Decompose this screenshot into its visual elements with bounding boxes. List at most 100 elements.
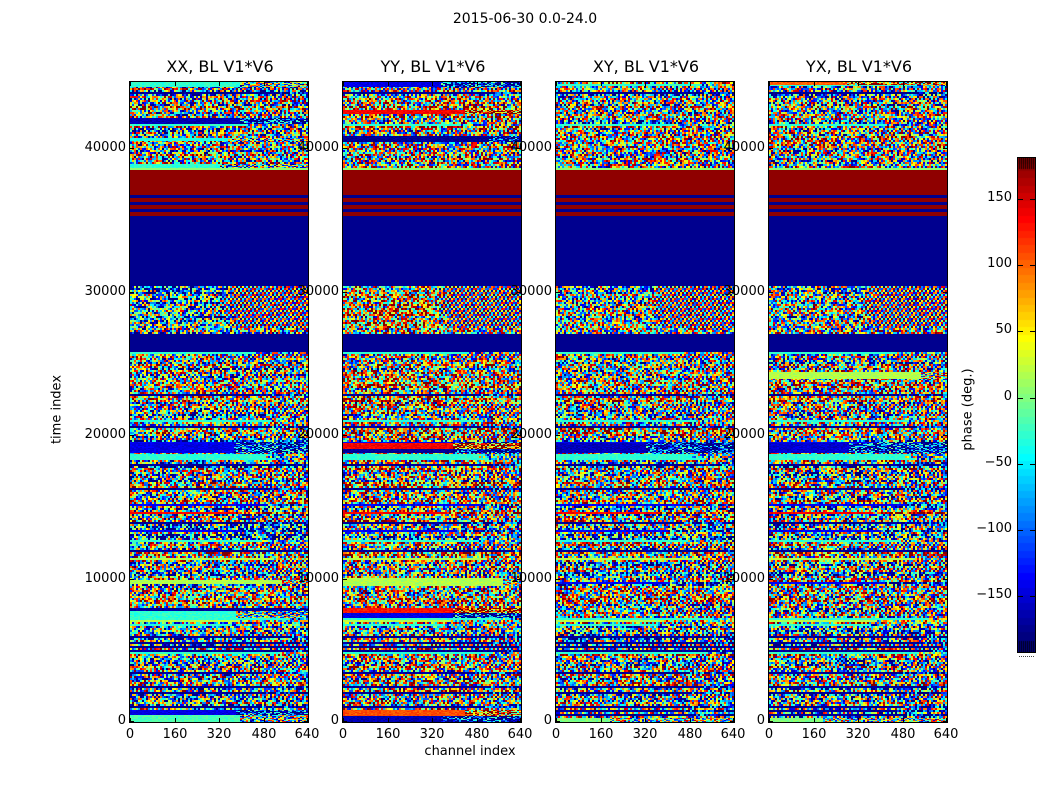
x-tick-label: 320 xyxy=(845,727,871,742)
colorbar-tick-mark xyxy=(1030,464,1035,465)
x-axis-label: channel index xyxy=(424,744,516,759)
x-tick-mark xyxy=(556,718,557,722)
colorbar-gradient xyxy=(1018,158,1035,652)
y-tick-mark xyxy=(943,292,947,293)
x-tick-mark xyxy=(175,82,176,86)
panel-title-yx: YX, BL V1*V6 xyxy=(805,57,913,76)
y-tick-mark xyxy=(304,292,308,293)
figure-title: 2015-06-30 0.0-24.0 xyxy=(452,11,598,27)
x-tick-mark xyxy=(769,718,770,722)
y-tick-label: 20000 xyxy=(297,427,339,442)
y-tick-mark xyxy=(343,435,347,436)
colorbar-tick-mark xyxy=(1030,596,1035,597)
x-tick-label: 640 xyxy=(294,727,320,742)
x-tick-label: 480 xyxy=(464,727,490,742)
y-tick-mark xyxy=(130,292,134,293)
x-tick-mark xyxy=(130,82,131,86)
y-tick-mark xyxy=(943,721,947,722)
x-tick-mark xyxy=(175,718,176,722)
y-tick-mark xyxy=(130,579,134,580)
y-tick-label: 20000 xyxy=(84,427,126,442)
colorbar-tick-label: 50 xyxy=(995,322,1012,337)
x-tick-label: 160 xyxy=(162,727,188,742)
x-tick-mark xyxy=(645,82,646,86)
x-tick-mark xyxy=(264,82,265,86)
colorbar-tick-label: −150 xyxy=(976,587,1012,602)
y-tick-label: 30000 xyxy=(723,284,765,299)
colorbar-tick-label: −50 xyxy=(984,455,1012,470)
colorbar-tick-label: 0 xyxy=(1003,389,1012,404)
y-tick-label: 0 xyxy=(330,713,339,728)
x-tick-mark xyxy=(264,718,265,722)
y-tick-mark xyxy=(730,721,734,722)
y-tick-mark xyxy=(517,721,521,722)
x-tick-mark xyxy=(388,82,389,86)
x-tick-mark xyxy=(388,718,389,722)
y-tick-mark xyxy=(517,148,521,149)
x-tick-label: 160 xyxy=(588,727,614,742)
x-tick-mark xyxy=(858,718,859,722)
y-tick-mark xyxy=(556,435,560,436)
heatmap-canvas-yx xyxy=(769,82,947,722)
x-tick-mark xyxy=(903,718,904,722)
heatmap-canvas-xy xyxy=(556,82,734,722)
y-tick-mark xyxy=(304,721,308,722)
y-tick-mark xyxy=(343,721,347,722)
y-tick-mark xyxy=(943,148,947,149)
x-tick-mark xyxy=(219,718,220,722)
y-tick-label: 20000 xyxy=(723,427,765,442)
colorbar-tick-mark xyxy=(1030,331,1035,332)
heatmap-panel-xx xyxy=(129,81,309,723)
y-tick-label: 20000 xyxy=(510,427,552,442)
y-tick-label: 0 xyxy=(543,713,552,728)
y-tick-mark xyxy=(517,579,521,580)
colorbar-tick-mark xyxy=(1030,398,1035,399)
panel-title-xy: XY, BL V1*V6 xyxy=(592,57,700,76)
y-tick-mark xyxy=(343,148,347,149)
x-tick-mark xyxy=(946,718,947,722)
y-tick-mark xyxy=(130,721,134,722)
colorbar-tick-label: 100 xyxy=(987,256,1012,271)
x-tick-mark xyxy=(858,82,859,86)
y-tick-label: 0 xyxy=(756,713,765,728)
y-tick-mark xyxy=(730,579,734,580)
y-tick-mark xyxy=(517,292,521,293)
x-tick-label: 0 xyxy=(125,727,135,742)
x-tick-mark xyxy=(432,718,433,722)
panel-title-yy: YY, BL V1*V6 xyxy=(380,57,486,76)
x-tick-mark xyxy=(477,718,478,722)
colorbar-tick-label: −100 xyxy=(976,521,1012,536)
y-tick-label: 10000 xyxy=(84,571,126,586)
y-axis-label: time index xyxy=(49,374,65,445)
y-tick-mark xyxy=(769,292,773,293)
x-tick-label: 640 xyxy=(720,727,746,742)
x-tick-mark xyxy=(307,82,308,86)
x-tick-mark xyxy=(130,718,131,722)
x-tick-mark xyxy=(733,82,734,86)
x-tick-mark xyxy=(432,82,433,86)
y-tick-mark xyxy=(943,435,947,436)
x-tick-label: 0 xyxy=(551,727,561,742)
y-tick-mark xyxy=(769,721,773,722)
colorbar-tick-mark xyxy=(1018,596,1023,597)
x-tick-mark xyxy=(343,718,344,722)
y-tick-mark xyxy=(556,721,560,722)
y-tick-mark xyxy=(556,579,560,580)
x-tick-mark xyxy=(219,82,220,86)
colorbar-tick-mark xyxy=(1018,464,1023,465)
x-tick-label: 480 xyxy=(890,727,916,742)
x-tick-label: 160 xyxy=(801,727,827,742)
y-tick-mark xyxy=(769,148,773,149)
y-tick-label: 40000 xyxy=(84,140,126,155)
colorbar-tick-mark xyxy=(1018,199,1023,200)
y-tick-label: 30000 xyxy=(84,284,126,299)
y-tick-mark xyxy=(556,148,560,149)
y-tick-mark xyxy=(556,292,560,293)
panel-title-xx: XX, BL V1*V6 xyxy=(166,57,274,76)
x-tick-mark xyxy=(601,82,602,86)
y-tick-label: 10000 xyxy=(510,571,552,586)
y-tick-mark xyxy=(304,148,308,149)
colorbar-tick-mark xyxy=(1018,398,1023,399)
y-tick-label: 40000 xyxy=(510,140,552,155)
y-tick-label: 10000 xyxy=(297,571,339,586)
